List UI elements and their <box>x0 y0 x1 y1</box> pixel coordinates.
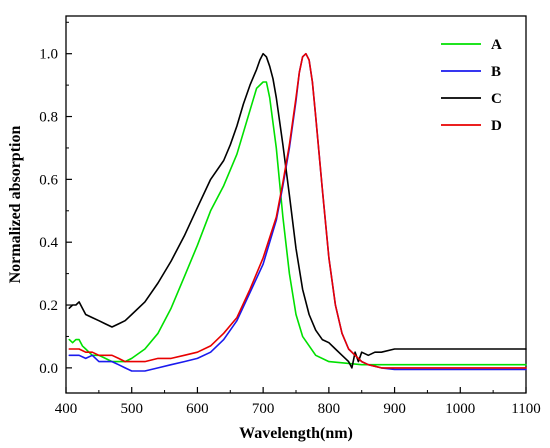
x-tick-label: 800 <box>318 401 341 417</box>
series-lines <box>68 52 527 372</box>
y-tick-label: 1.0 <box>39 47 58 63</box>
axis-ticks: 400 500 600 700 800 900 1000 1100 0.0 0.2 0.4 0.6 0.… <box>39 21 541 417</box>
y-tick-label: 0.6 <box>39 172 58 188</box>
legend-label-d: D <box>491 118 502 134</box>
legend-label-c: C <box>491 91 502 107</box>
y-tick-label: 0.2 <box>39 298 58 314</box>
x-tick-label: 600 <box>186 401 209 417</box>
x-tick-label: 900 <box>383 401 406 417</box>
legend-label-b: B <box>491 64 501 80</box>
x-tick-label: 400 <box>55 401 78 417</box>
x-axis-title: Wavelength(nm) <box>239 425 353 442</box>
legend-label-a: A <box>491 37 502 53</box>
y-tick-label: 0.8 <box>39 110 58 126</box>
x-tick-label: 1100 <box>511 401 540 417</box>
y-tick-label: 0.4 <box>39 235 58 251</box>
y-axis-title: Normalized absorption <box>7 126 24 284</box>
x-tick-label: 1000 <box>445 401 475 417</box>
x-tick-label: 700 <box>252 401 275 417</box>
y-tick-label: 0.0 <box>39 361 58 377</box>
series-line-d <box>68 52 527 369</box>
x-tick-label: 500 <box>120 401 143 417</box>
